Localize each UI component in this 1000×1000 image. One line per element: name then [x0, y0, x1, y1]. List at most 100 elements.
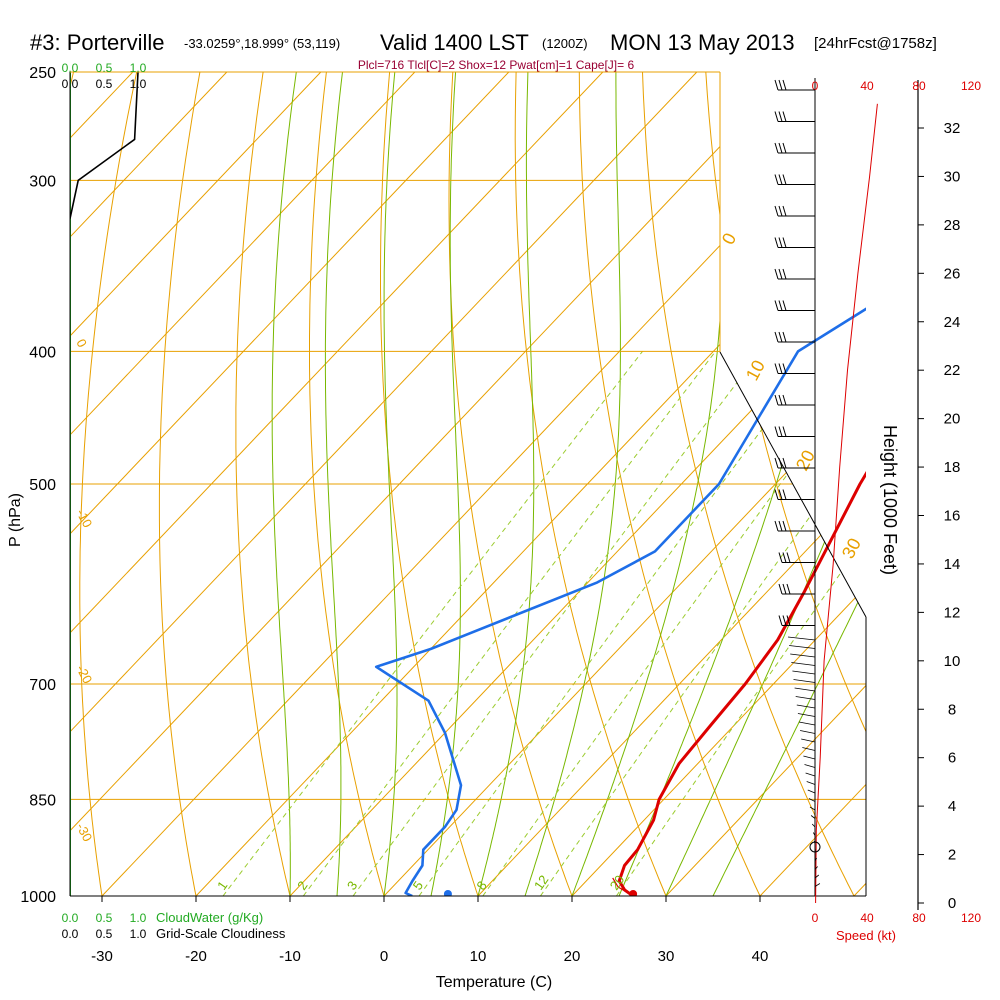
wind-barb-flag — [774, 363, 779, 374]
mixing-ratio-line — [418, 351, 821, 896]
wind-barb-flag — [778, 489, 783, 500]
mixing-ratio-label: 5 — [410, 878, 426, 893]
moist-adiabat — [477, 72, 535, 896]
cloudiness-top-tick: 0.5 — [96, 77, 113, 91]
wind-barb-flag — [774, 426, 779, 437]
height-tick-label: 24 — [944, 314, 961, 331]
speed-bottom-tick: 0 — [812, 911, 819, 925]
wind-barb-low — [792, 670, 816, 675]
wind-barb-flag — [782, 457, 787, 469]
cloudiness-bottom-tick: 0.5 — [96, 927, 113, 941]
wind-barb-flag — [782, 79, 787, 91]
wind-barb-flag — [774, 237, 779, 248]
moist-adiabat — [383, 72, 398, 896]
wind-barb-flag — [778, 394, 783, 406]
speed-top-tick: 80 — [912, 79, 926, 93]
cloudiness-top-tick: 1.0 — [130, 77, 147, 91]
speed-bottom-tick: 40 — [860, 911, 874, 925]
wind-barb-low — [791, 662, 816, 666]
pressure-tick-label: 300 — [29, 173, 56, 190]
calm-wind-circle — [809, 841, 821, 853]
isotherm-line — [70, 72, 416, 436]
mixing-ratio-line — [352, 351, 761, 896]
cloudiness-top-tick: 0.0 — [62, 77, 79, 91]
wind-barb-low — [794, 687, 816, 692]
height-tick-label: 10 — [944, 653, 961, 670]
isotherm-line — [70, 72, 322, 337]
wind-barb-flag — [778, 615, 783, 626]
temperature-tick-label: -10 — [279, 948, 301, 965]
wind-barb-low — [789, 645, 816, 649]
mixing-ratio-label: 12 — [531, 872, 552, 892]
mixing-ratio-label: 20 — [607, 872, 628, 892]
cloudiness-label: Grid-Scale Cloudiness — [156, 926, 286, 941]
isotherm-label: -20 — [73, 662, 95, 686]
dry-adiabat — [79, 72, 138, 896]
height-tick-label: 32 — [944, 120, 961, 137]
wind-barb-flag — [782, 520, 787, 532]
height-tick-label: 4 — [948, 798, 956, 815]
wind-barb-low — [814, 866, 818, 870]
height-axis-label: Height (1000 Feet) — [880, 425, 900, 575]
stability-indices: Plcl=716 Tlcl[C]=2 Shox=12 Pwat[cm]=1 Ca… — [358, 58, 635, 72]
isotherm-line — [70, 72, 228, 238]
height-tick-label: 16 — [944, 508, 961, 525]
wind-barb-flag — [782, 268, 787, 280]
wind-panel: 0246810121416182022242628303200404080801… — [774, 78, 981, 925]
wind-barb-flag — [782, 300, 787, 311]
wind-barb-low — [795, 696, 816, 700]
wind-barb-flag — [774, 520, 779, 532]
moist-adiabat — [665, 439, 866, 896]
dry-adiabat — [514, 72, 667, 896]
height-tick-label: 20 — [944, 411, 961, 428]
height-tick-label: 0 — [948, 895, 956, 912]
station-coords: -33.0259°,18.999° (53,119) — [184, 36, 340, 51]
wind-barb-flag — [774, 331, 779, 343]
height-tick-label: 12 — [944, 604, 961, 621]
pressure-tick-label: 400 — [29, 344, 56, 361]
moist-adiabat — [271, 72, 297, 896]
moist-adiabat — [324, 72, 343, 896]
surface-dewpoint-dot — [443, 890, 452, 896]
wind-barb-flag — [774, 268, 779, 280]
isotherm-line — [477, 486, 866, 896]
wind-barb-flag — [782, 142, 787, 154]
profiles — [70, 72, 866, 896]
height-tick-label: 18 — [944, 459, 961, 476]
speed-axis-label: Speed (kt) — [836, 928, 896, 943]
wind-barb-low — [811, 823, 816, 828]
moist-adiabat — [524, 72, 621, 896]
wind-panel-mask — [720, 72, 866, 617]
pressure-axis: 250 300 400 500 700 850 1000 — [20, 65, 56, 906]
wind-barb-low — [798, 721, 816, 726]
dry-adiabat — [448, 72, 573, 896]
wind-barb-flag — [774, 79, 779, 91]
temperature-tick-label: 30 — [658, 948, 675, 965]
mixing-ratio-label: 3 — [344, 878, 360, 893]
dry-adiabat — [158, 72, 201, 896]
isotherm-line — [665, 684, 866, 896]
wind-barb-low — [814, 883, 821, 887]
wind-barb-flag — [782, 331, 787, 343]
plot-frame — [69, 71, 867, 897]
cloudwater-bottom-tick: 0.0 — [62, 911, 79, 925]
station-title: #3: Porterville — [30, 30, 165, 55]
height-tick-label: 14 — [944, 556, 961, 573]
cloudiness-bottom-tick: 1.0 — [130, 927, 147, 941]
pressure-tick-label: 1000 — [20, 889, 56, 906]
wind-barb-flag — [774, 489, 779, 500]
speed-bottom-tick: 120 — [961, 911, 981, 925]
dry-adiabat — [954, 48, 1000, 896]
wind-barb-low — [793, 679, 816, 683]
wind-barb-flag — [778, 426, 783, 437]
forecast-label: [24hrFcst@1758z] — [814, 35, 937, 52]
wind-barb-flag — [774, 205, 779, 217]
wind-barb-flag — [774, 394, 779, 406]
wind-barb-flag — [782, 583, 787, 595]
cloudwater-bottom-tick: 0.5 — [96, 911, 113, 925]
y-axis-label: P (hPa) — [7, 493, 24, 547]
wind-barb-flag — [778, 552, 783, 563]
wind-barb-low — [814, 857, 817, 862]
speed-top-tick: 120 — [961, 79, 981, 93]
wind-barb-flag — [782, 426, 787, 437]
